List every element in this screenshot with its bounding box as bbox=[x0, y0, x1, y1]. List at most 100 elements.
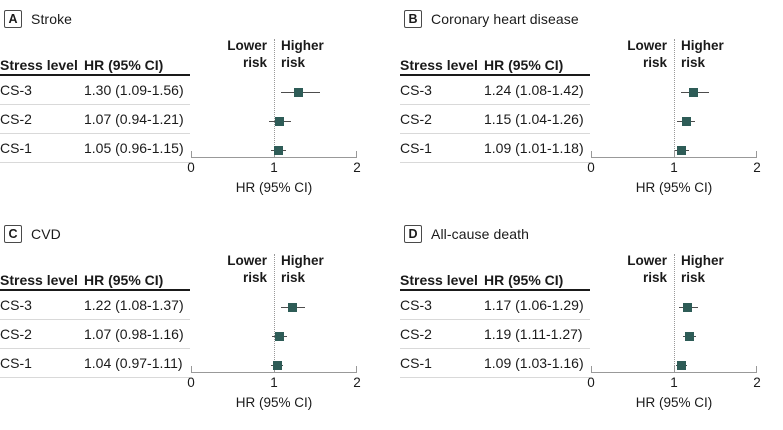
axis-tick-label: 1 bbox=[270, 160, 278, 175]
ci-bar bbox=[676, 361, 688, 371]
reference-line bbox=[273, 39, 275, 157]
x-axis-label: HR (95% CI) bbox=[235, 395, 313, 410]
axis-tick-label: 1 bbox=[270, 375, 278, 390]
hr-ci-cell: 1.15 (1.04-1.26) bbox=[484, 111, 584, 127]
lower-risk-label: Lower risk bbox=[627, 38, 667, 70]
hr-ci-cell: 1.17 (1.06-1.29) bbox=[484, 297, 584, 313]
point-estimate-marker bbox=[275, 117, 285, 126]
forest-plot: Lower risk Higher risk 0 1 2 HR (95% CI) bbox=[0, 0, 383, 215]
stress-level-cell: CS-1 bbox=[400, 140, 432, 156]
table-row: CS-3 1.22 (1.08-1.37) bbox=[0, 291, 190, 320]
col-header-hr-ci: HR (95% CI) bbox=[84, 57, 164, 73]
axis-tick-label: 0 bbox=[587, 375, 595, 390]
hr-table: Stress level HR (95% CI) CS-3 1.22 (1.08… bbox=[0, 271, 190, 378]
axis-tick bbox=[591, 366, 592, 373]
table-row: CS-3 1.24 (1.08-1.42) bbox=[400, 76, 590, 105]
col-header-stress-level: Stress level bbox=[0, 57, 78, 73]
panel-header: A Stroke bbox=[4, 10, 72, 28]
ci-bar bbox=[268, 117, 292, 127]
ci-bar bbox=[280, 303, 305, 313]
x-axis bbox=[591, 366, 757, 373]
panel-cvd: C CVD Stress level HR (95% CI) CS-3 1.22… bbox=[0, 215, 383, 430]
ci-bar bbox=[678, 303, 698, 313]
panel-header: B Coronary heart disease bbox=[404, 10, 579, 28]
col-header-stress-level: Stress level bbox=[400, 272, 478, 288]
stress-level-cell: CS-1 bbox=[0, 355, 32, 371]
axis-tick bbox=[191, 366, 192, 373]
table-row: CS-1 1.05 (0.96-1.15) bbox=[0, 134, 190, 163]
panel-title: CVD bbox=[31, 226, 61, 242]
hr-ci-cell: 1.05 (0.96-1.15) bbox=[84, 140, 184, 156]
ci-bar bbox=[677, 117, 696, 127]
col-header-stress-level: Stress level bbox=[0, 272, 78, 288]
hr-ci-cell: 1.30 (1.09-1.56) bbox=[84, 82, 184, 98]
table-header-row: Stress level HR (95% CI) bbox=[0, 56, 190, 76]
higher-risk-label: Higher risk bbox=[681, 253, 724, 285]
hr-table: Stress level HR (95% CI) CS-3 1.17 (1.06… bbox=[400, 271, 590, 378]
axis-tick-label: 0 bbox=[587, 160, 595, 175]
hr-ci-cell: 1.09 (1.03-1.16) bbox=[484, 355, 584, 371]
table-row: CS-1 1.04 (0.97-1.11) bbox=[0, 349, 190, 378]
higher-risk-label: Higher risk bbox=[281, 253, 324, 285]
axis-tick bbox=[756, 366, 757, 373]
reference-line bbox=[673, 254, 675, 372]
x-axis-label: HR (95% CI) bbox=[635, 180, 713, 195]
col-header-hr-ci: HR (95% CI) bbox=[484, 57, 564, 73]
stress-level-cell: CS-3 bbox=[400, 82, 432, 98]
col-header-stress-level: Stress level bbox=[400, 57, 478, 73]
axis-tick bbox=[356, 151, 357, 158]
point-estimate-marker bbox=[287, 303, 297, 312]
axis-tick bbox=[356, 366, 357, 373]
panel-title: All-cause death bbox=[431, 226, 530, 242]
point-estimate-marker bbox=[683, 303, 693, 312]
table-header-row: Stress level HR (95% CI) bbox=[400, 271, 590, 291]
point-estimate-marker bbox=[294, 88, 304, 97]
axis-tick-label: 1 bbox=[670, 160, 678, 175]
ci-bar bbox=[680, 88, 709, 98]
axis-tick-label: 2 bbox=[353, 375, 361, 390]
hr-ci-cell: 1.19 (1.11-1.27) bbox=[484, 326, 583, 342]
axis-tick-label: 1 bbox=[670, 375, 678, 390]
point-estimate-marker bbox=[272, 361, 282, 370]
panel-label-box: D bbox=[404, 225, 422, 243]
table-row: CS-3 1.30 (1.09-1.56) bbox=[0, 76, 190, 105]
axis-tick bbox=[673, 366, 675, 373]
lower-risk-label: Lower risk bbox=[627, 253, 667, 285]
x-axis-label: HR (95% CI) bbox=[235, 180, 313, 195]
table-row: CS-1 1.09 (1.01-1.18) bbox=[400, 134, 590, 163]
x-axis bbox=[591, 151, 757, 158]
forest-plot: Lower risk Higher risk 0 1 2 HR (95% CI) bbox=[400, 215, 783, 430]
axis-tick-label: 0 bbox=[187, 160, 195, 175]
table-row: CS-2 1.19 (1.11-1.27) bbox=[400, 320, 590, 349]
higher-risk-label: Higher risk bbox=[281, 38, 324, 70]
x-axis-label: HR (95% CI) bbox=[635, 395, 713, 410]
lower-risk-label: Lower risk bbox=[227, 38, 267, 70]
axis-tick bbox=[756, 151, 757, 158]
stress-level-cell: CS-2 bbox=[400, 111, 432, 127]
axis-tick-label: 2 bbox=[753, 160, 761, 175]
point-estimate-marker bbox=[689, 88, 699, 97]
col-header-hr-ci: HR (95% CI) bbox=[484, 272, 564, 288]
panel-title: Coronary heart disease bbox=[431, 11, 579, 27]
panel-stroke: A Stroke Stress level HR (95% CI) CS-3 1… bbox=[0, 0, 383, 215]
higher-risk-label: Higher risk bbox=[681, 38, 724, 70]
reference-line bbox=[273, 254, 275, 372]
stress-level-cell: CS-1 bbox=[0, 140, 32, 156]
table-header-row: Stress level HR (95% CI) bbox=[0, 271, 190, 291]
stress-level-cell: CS-2 bbox=[400, 326, 432, 342]
axis-tick-label: 2 bbox=[353, 160, 361, 175]
hr-ci-cell: 1.07 (0.94-1.21) bbox=[84, 111, 184, 127]
panel-coronary-heart-disease: B Coronary heart disease Stress level HR… bbox=[400, 0, 783, 215]
hr-table: Stress level HR (95% CI) CS-3 1.30 (1.09… bbox=[0, 56, 190, 163]
table-row: CS-3 1.17 (1.06-1.29) bbox=[400, 291, 590, 320]
lower-risk-label: Lower risk bbox=[227, 253, 267, 285]
table-row: CS-2 1.15 (1.04-1.26) bbox=[400, 105, 590, 134]
ci-bar bbox=[271, 361, 284, 371]
point-estimate-marker bbox=[273, 146, 283, 155]
table-row: CS-2 1.07 (0.94-1.21) bbox=[0, 105, 190, 134]
panel-label-box: C bbox=[4, 225, 22, 243]
x-axis bbox=[191, 366, 357, 373]
table-row: CS-1 1.09 (1.03-1.16) bbox=[400, 349, 590, 378]
hr-table: Stress level HR (95% CI) CS-3 1.24 (1.08… bbox=[400, 56, 590, 163]
